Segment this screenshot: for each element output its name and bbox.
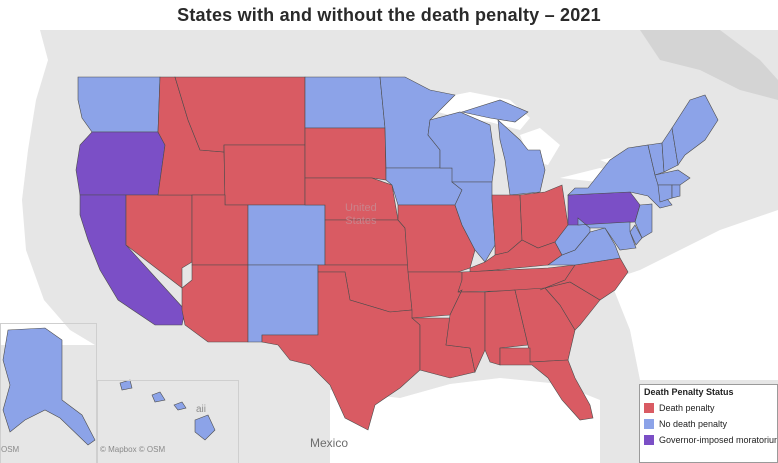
us-state-map [0, 30, 778, 463]
state-south-dakota[interactable] [304, 127, 387, 181]
state-new-jersey[interactable] [634, 203, 653, 239]
legend-item-death-penalty[interactable]: Death penalty [640, 400, 777, 416]
state-iowa[interactable] [385, 167, 463, 206]
state-maryland[interactable] [577, 217, 637, 251]
state-delaware[interactable] [629, 224, 643, 246]
legend: Death Penalty Status Death penalty No de… [639, 384, 778, 463]
state-kentucky[interactable] [469, 239, 563, 273]
state-arizona[interactable] [181, 264, 249, 343]
country-label-us-text: United States [345, 202, 377, 227]
state-new-mexico[interactable] [247, 264, 319, 343]
map-canvas[interactable]: United States Mexico aii OSM © Mapbox © … [0, 30, 778, 463]
legend-label: No death penalty [659, 419, 728, 429]
map-title: States with and without the death penalt… [177, 5, 601, 25]
state-washington[interactable] [77, 76, 161, 133]
state-new-york[interactable] [567, 144, 673, 209]
hawaii-inset [97, 380, 239, 463]
state-alaska[interactable] [2, 327, 96, 446]
legend-swatch-moratorium [644, 435, 654, 445]
legend-item-moratorium[interactable]: Governor-imposed moratorium [640, 432, 777, 448]
pacific-ocean [0, 30, 95, 345]
state-oregon[interactable] [75, 131, 166, 196]
state-massachusetts[interactable] [654, 169, 691, 186]
state-colorado[interactable] [247, 204, 326, 266]
state-hawaii[interactable] [119, 379, 216, 441]
alaska-inset [0, 323, 97, 463]
state-texas[interactable] [261, 271, 421, 431]
state-florida[interactable] [499, 347, 594, 421]
legend-swatch-no-death-penalty [644, 419, 654, 429]
state-maine[interactable] [671, 94, 719, 166]
state-wyoming[interactable] [223, 144, 306, 206]
states-layer [2, 76, 719, 446]
state-michigan[interactable] [460, 99, 546, 196]
legend-label: Death penalty [659, 403, 715, 413]
hawaii-attribution[interactable]: © Mapbox © OSM [100, 445, 166, 454]
legend-label: Governor-imposed moratorium [659, 435, 777, 445]
canada-highlands [640, 30, 778, 100]
state-illinois[interactable] [451, 181, 496, 263]
country-label-united-states: United States [345, 202, 377, 228]
legend-item-no-death-penalty[interactable]: No death penalty [640, 416, 777, 432]
state-north-dakota[interactable] [304, 76, 386, 129]
state-utah[interactable] [191, 194, 249, 266]
alaska-attribution[interactable]: OSM [1, 445, 20, 454]
country-label-mexico: Mexico [310, 436, 349, 450]
legend-title: Death Penalty Status [644, 387, 734, 397]
state-rhode-island[interactable] [671, 184, 681, 199]
hawaii-label: aii [196, 404, 207, 415]
gulf-of-mexico [330, 378, 600, 463]
atlantic-ocean [610, 210, 778, 380]
legend-swatch-death-penalty [644, 403, 654, 413]
